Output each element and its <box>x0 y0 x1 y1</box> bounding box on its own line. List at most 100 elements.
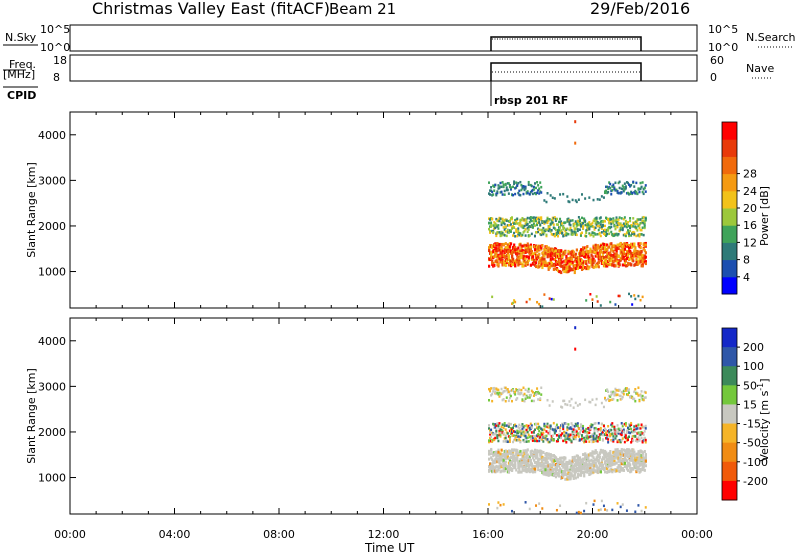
echo-cell <box>572 224 575 228</box>
echo-cell <box>618 180 621 184</box>
echo-cell <box>491 458 494 462</box>
echo-cell <box>573 472 576 476</box>
echo-cell <box>570 397 573 401</box>
echo-cell <box>634 192 637 195</box>
echo-cell <box>640 460 643 464</box>
echo-cell <box>615 428 618 431</box>
echo-cell <box>496 506 499 510</box>
echo-cell <box>611 432 614 435</box>
echo-cell <box>615 252 618 256</box>
echo-cell <box>553 430 556 433</box>
echo-cell <box>545 456 548 460</box>
echo-cell <box>550 219 553 222</box>
echo-cell <box>521 461 524 465</box>
echo-cell <box>558 464 561 468</box>
echo-cell <box>584 255 587 259</box>
echo-cell <box>644 251 647 255</box>
echo-cell <box>612 397 615 401</box>
y-tick-label: 3000 <box>38 174 66 187</box>
echo-cell <box>552 232 555 236</box>
echo-cell <box>618 394 621 398</box>
echo-cell <box>491 190 494 194</box>
echo-cell <box>548 261 551 265</box>
echo-cell <box>606 433 609 437</box>
echo-cell <box>543 424 546 428</box>
echo-cell <box>600 225 603 229</box>
echo-cell <box>642 222 645 225</box>
echo-cell <box>608 221 611 225</box>
echo-cell <box>544 425 547 428</box>
echo-cell <box>616 233 619 237</box>
echo-cell <box>572 223 575 226</box>
echo-cell <box>615 221 618 224</box>
echo-cell <box>584 197 587 200</box>
echo-cell <box>616 450 619 454</box>
echo-cell <box>644 243 647 247</box>
echo-cell <box>605 451 608 455</box>
echo-cell <box>525 428 528 432</box>
colorbar-tick-label: 100 <box>743 360 764 373</box>
echo-cell <box>537 189 540 192</box>
echo-cell <box>493 255 496 259</box>
echo-cell <box>596 233 599 236</box>
power-colorbar-label: Power [dB] <box>758 186 771 246</box>
echo-cell <box>592 434 595 438</box>
echo-cell <box>524 218 527 222</box>
echo-cell <box>499 432 502 435</box>
echo-cell <box>519 261 522 265</box>
echo-cell <box>528 463 531 467</box>
echo-cell <box>583 219 586 222</box>
echo-cell <box>497 468 500 472</box>
echo-cell <box>528 396 531 399</box>
echo-cell <box>533 470 537 474</box>
echo-cell <box>640 249 643 253</box>
echo-cell <box>549 257 552 261</box>
echo-cell <box>507 182 510 185</box>
echo-cell <box>560 229 563 232</box>
echo-cell <box>529 243 532 247</box>
echo-cell <box>642 398 645 402</box>
echo-cell <box>610 218 613 221</box>
echo-cell <box>582 424 585 428</box>
echo-cell <box>603 233 606 236</box>
echo-cell <box>490 252 493 256</box>
echo-cell <box>606 247 609 251</box>
echo-cell <box>625 231 628 234</box>
echo-cell <box>497 501 500 504</box>
echo-cell <box>601 430 604 434</box>
echo-cell <box>618 449 621 453</box>
echo-cell <box>625 387 628 390</box>
echo-cell <box>634 510 637 514</box>
echo-cell <box>532 394 535 397</box>
echo-cell <box>540 438 543 441</box>
echo-cell <box>515 249 518 253</box>
echo-cell <box>550 454 553 458</box>
echo-cell <box>635 226 638 229</box>
echo-cell <box>512 225 515 228</box>
echo-cell <box>526 216 529 220</box>
echo-cell <box>488 181 490 184</box>
echo-cell <box>623 182 626 185</box>
echo-cell <box>598 438 601 441</box>
echo-cell <box>533 437 536 441</box>
echo-cell <box>538 429 541 433</box>
echo-cell <box>517 425 520 429</box>
echo-cell <box>621 391 624 395</box>
echo-cell <box>562 460 565 464</box>
echo-cell <box>586 225 589 229</box>
echo-cell <box>620 224 623 227</box>
echo-cell <box>599 249 603 253</box>
echo-cell <box>586 432 589 436</box>
echo-cell <box>570 462 573 466</box>
echo-cell <box>601 220 604 224</box>
echo-cell <box>568 228 571 232</box>
echo-cell <box>488 469 491 473</box>
echo-cell <box>600 227 603 230</box>
echo-cell <box>493 387 496 391</box>
echo-cell <box>517 463 520 467</box>
echo-cell <box>644 441 647 444</box>
echo-cell <box>541 305 544 308</box>
echo-cell <box>526 390 529 393</box>
echo-cell <box>514 186 517 190</box>
echo-cell <box>621 187 624 191</box>
